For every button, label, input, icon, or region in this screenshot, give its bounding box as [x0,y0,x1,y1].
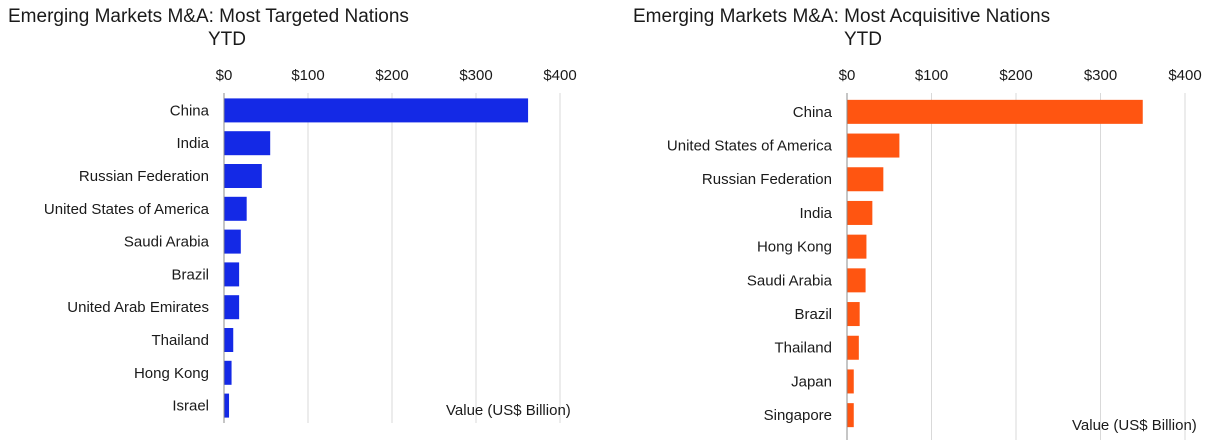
x-tick-label: $0 [216,67,233,84]
category-label: Saudi Arabia [747,272,833,289]
bar [847,335,859,360]
category-label: Brazil [794,306,832,323]
bar [224,393,230,418]
category-label: United Arab Emirates [67,299,209,316]
x-tick-label: $100 [291,67,324,84]
bar [224,328,234,352]
category-label: Singapore [764,407,832,424]
bar [847,99,1143,124]
x-tick-label: $200 [375,67,408,84]
bar [224,262,240,287]
category-label: China [793,104,833,121]
x-tick-label: $300 [1084,67,1117,84]
bar [847,403,854,428]
x-axis-title: Value (US$ Billion) [446,402,571,419]
category-label: Saudi Arabia [124,234,210,251]
bar [847,234,867,259]
bar [224,295,240,320]
category-label: India [176,135,209,152]
category-label: Japan [791,373,832,390]
category-label: Hong Kong [134,365,209,382]
category-label: Israel [172,398,209,415]
chart-subtitle: YTD [208,29,246,50]
bar [847,167,884,192]
acquisitive-nations-plot: $0 $100 $200 $300 $400 China United States of … [667,67,1202,440]
category-label: Thailand [151,332,209,349]
category-label: India [799,205,832,222]
x-tick-label: $100 [915,67,948,84]
category-label: Russian Federation [702,171,832,188]
category-label: Hong Kong [757,239,832,256]
x-axis-title: Value (US$ Billion) [1072,417,1197,434]
bar [847,200,873,225]
bar [847,369,854,394]
targeted-nations-chart: Emerging Markets M&A: Most Targeted Nati… [0,0,614,444]
category-label: Russian Federation [79,168,209,185]
bar [224,98,529,123]
x-tick-label: $200 [999,67,1032,84]
bar [224,131,271,156]
targeted-nations-plot: $0 $100 $200 $300 $400 China India Russian Fede… [44,67,577,423]
acquisitive-nations-chart: Emerging Markets M&A: Most Acquisitive N… [614,0,1229,444]
x-tick-label: $300 [459,67,492,84]
x-tick-label: $0 [839,67,856,84]
category-label: Thailand [774,340,832,357]
bar [224,196,247,221]
chart-title: Emerging Markets M&A: Most Acquisitive N… [633,6,1051,27]
bar [847,268,866,293]
category-label: Brazil [171,266,209,283]
category-label: United States of America [667,138,833,155]
category-label: China [170,102,210,119]
bar [224,229,241,254]
bar [224,164,262,188]
bar [847,302,860,327]
x-tick-label: $400 [1168,67,1201,84]
chart-subtitle: YTD [844,29,882,50]
bar [224,360,232,385]
x-tick-label: $400 [543,67,576,84]
bar [847,133,900,158]
category-label: United States of America [44,201,210,218]
chart-title: Emerging Markets M&A: Most Targeted Nati… [8,6,409,27]
